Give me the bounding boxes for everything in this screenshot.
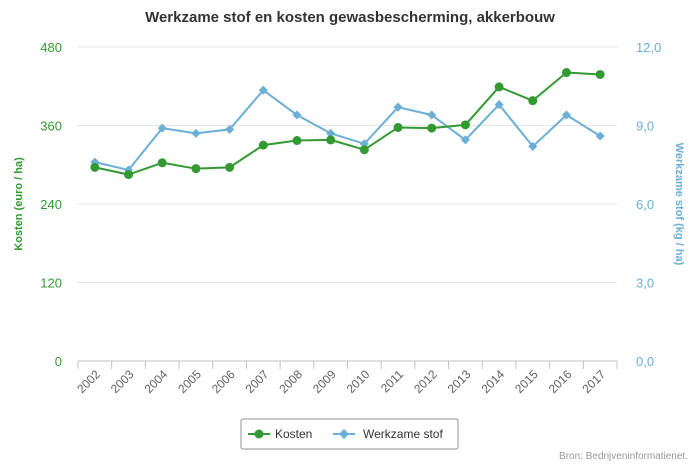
data-point-kosten[interactable] — [292, 136, 302, 146]
x-tick-label: 2007 — [243, 367, 272, 396]
source-credit: Bron: Bedrijveninformatienet. — [559, 451, 688, 462]
left-tick-label: 0 — [55, 354, 62, 369]
data-point-kosten[interactable] — [124, 170, 134, 180]
data-point-werkzame-stof[interactable] — [427, 110, 437, 120]
data-point-werkzame-stof[interactable] — [494, 100, 504, 110]
data-point-kosten[interactable] — [460, 120, 470, 130]
data-point-werkzame-stof[interactable] — [191, 128, 201, 138]
x-tick-label: 2015 — [512, 367, 541, 396]
left-tick-label: 240 — [40, 197, 62, 212]
data-point-werkzame-stof[interactable] — [292, 110, 302, 120]
x-tick-label: 2014 — [478, 367, 507, 396]
legend-label-werkzame-stof: Werkzame stof — [363, 427, 443, 441]
data-point-kosten[interactable] — [393, 122, 403, 132]
right-tick-label: 6,0 — [636, 197, 654, 212]
data-point-kosten[interactable] — [595, 69, 605, 79]
legend-item-werkzame-stof[interactable]: Werkzame stof — [333, 427, 443, 441]
x-tick-label: 2010 — [344, 367, 373, 396]
chart-title: Werkzame stof en kosten gewasbescherming… — [145, 9, 555, 26]
right-axis-ticks: 0,0 3,0 6,0 9,0 12,0 — [636, 40, 661, 369]
left-axis-ticks: 0 120 240 360 480 — [40, 40, 62, 369]
data-point-werkzame-stof[interactable] — [225, 124, 235, 134]
right-tick-label: 0,0 — [636, 354, 654, 369]
x-tick-label: 2009 — [310, 367, 339, 396]
data-point-kosten[interactable] — [359, 145, 369, 155]
series-line-kosten — [94, 71, 601, 176]
legend-label-kosten: Kosten — [275, 427, 312, 441]
legend-item-kosten[interactable]: Kosten — [248, 427, 312, 441]
x-tick-label: 2011 — [378, 367, 406, 395]
data-point-kosten[interactable] — [191, 164, 201, 174]
grid — [78, 46, 617, 362]
right-tick-label: 9,0 — [636, 119, 654, 134]
left-axis-title: Kosten (euro / ha) — [13, 157, 25, 251]
left-tick-label: 360 — [40, 119, 62, 134]
data-point-kosten[interactable] — [326, 135, 336, 145]
x-tick-label: 2013 — [445, 367, 474, 396]
series-layer — [90, 68, 605, 180]
x-tick-label: 2016 — [546, 367, 575, 396]
series-line-werkzame-stof — [94, 89, 601, 171]
data-point-kosten[interactable] — [427, 123, 437, 133]
data-point-kosten[interactable] — [528, 96, 538, 106]
data-point-kosten[interactable] — [258, 140, 268, 150]
data-point-kosten[interactable] — [225, 162, 235, 172]
data-point-kosten[interactable] — [90, 162, 100, 172]
x-tick-label: 2004 — [142, 367, 171, 396]
right-tick-label: 12,0 — [636, 40, 661, 55]
right-axis-title: Werkzame stof (kg / ha) — [673, 143, 685, 266]
x-axis-ticks: 2002 2003 2004 2005 2006 2007 2008 2009 2010 2011… — [74, 361, 618, 396]
data-point-werkzame-stof[interactable] — [595, 131, 605, 141]
legend: Kosten Werkzame stof — [240, 418, 459, 450]
left-tick-label: 480 — [40, 40, 62, 55]
x-tick-label: 2003 — [108, 367, 137, 396]
legend-kosten-marker — [254, 429, 264, 439]
x-tick-label: 2002 — [74, 367, 103, 396]
data-point-kosten[interactable] — [561, 68, 571, 78]
left-tick-label: 120 — [40, 276, 62, 291]
data-point-werkzame-stof[interactable] — [157, 123, 167, 133]
data-point-kosten[interactable] — [157, 158, 167, 168]
legend-werkzame-stof-marker — [339, 429, 349, 439]
x-tick-label: 2017 — [579, 367, 608, 396]
right-tick-label: 3,0 — [636, 276, 654, 291]
data-point-kosten[interactable] — [494, 82, 504, 92]
x-tick-label: 2012 — [411, 367, 440, 396]
x-tick-label: 2005 — [175, 367, 204, 396]
x-tick-label: 2008 — [276, 367, 305, 396]
x-tick-label: 2006 — [209, 367, 238, 396]
